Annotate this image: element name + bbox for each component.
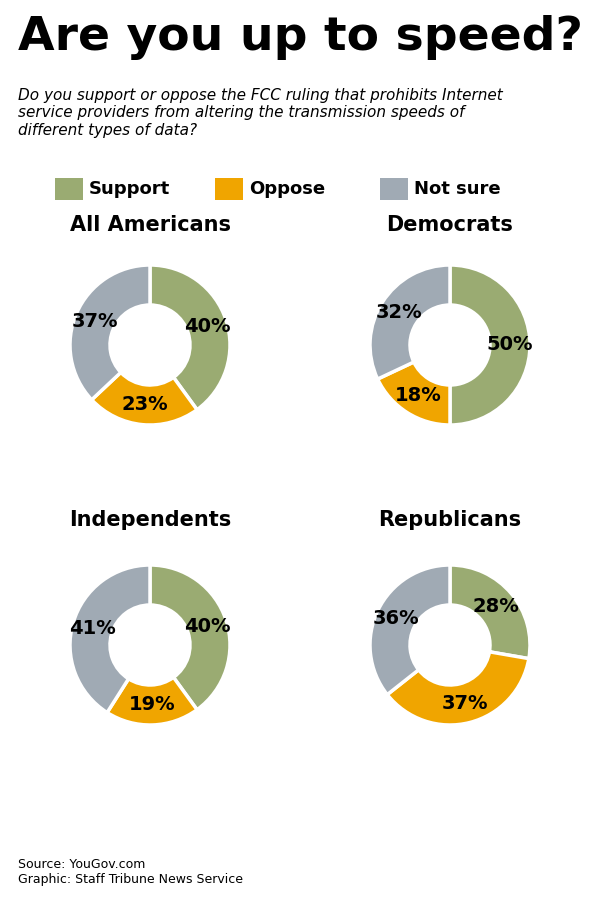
- Text: Not sure: Not sure: [414, 180, 500, 198]
- Wedge shape: [387, 652, 529, 725]
- Wedge shape: [370, 265, 450, 379]
- Text: Republicans: Republicans: [379, 510, 521, 530]
- Wedge shape: [450, 265, 530, 425]
- Text: 40%: 40%: [184, 317, 230, 336]
- Wedge shape: [150, 565, 230, 710]
- Text: 23%: 23%: [121, 395, 167, 414]
- Text: Source: YouGov.com
Graphic: Staff Tribune News Service: Source: YouGov.com Graphic: Staff Tribun…: [18, 858, 243, 886]
- Text: 32%: 32%: [376, 303, 422, 322]
- Text: Independents: Independents: [69, 510, 231, 530]
- Wedge shape: [370, 565, 450, 695]
- Text: Are you up to speed?: Are you up to speed?: [18, 15, 583, 60]
- Wedge shape: [92, 373, 197, 425]
- Wedge shape: [107, 678, 197, 725]
- Text: Support: Support: [89, 180, 170, 198]
- Wedge shape: [70, 565, 150, 713]
- Text: 19%: 19%: [128, 696, 175, 715]
- Text: 37%: 37%: [71, 311, 118, 330]
- Wedge shape: [150, 265, 230, 410]
- Text: Democrats: Democrats: [386, 215, 514, 235]
- Text: All Americans: All Americans: [70, 215, 230, 235]
- Text: 37%: 37%: [442, 694, 488, 713]
- Wedge shape: [377, 362, 450, 425]
- Text: 41%: 41%: [69, 619, 116, 638]
- Text: 36%: 36%: [373, 609, 419, 628]
- Text: Oppose: Oppose: [249, 180, 325, 198]
- Text: Do you support or oppose the FCC ruling that prohibits Internet
service provider: Do you support or oppose the FCC ruling …: [18, 88, 503, 138]
- Text: 40%: 40%: [184, 617, 230, 636]
- Text: 18%: 18%: [394, 386, 441, 405]
- Wedge shape: [70, 265, 150, 400]
- Text: 50%: 50%: [487, 336, 533, 355]
- Wedge shape: [450, 565, 530, 659]
- Text: 28%: 28%: [473, 597, 519, 616]
